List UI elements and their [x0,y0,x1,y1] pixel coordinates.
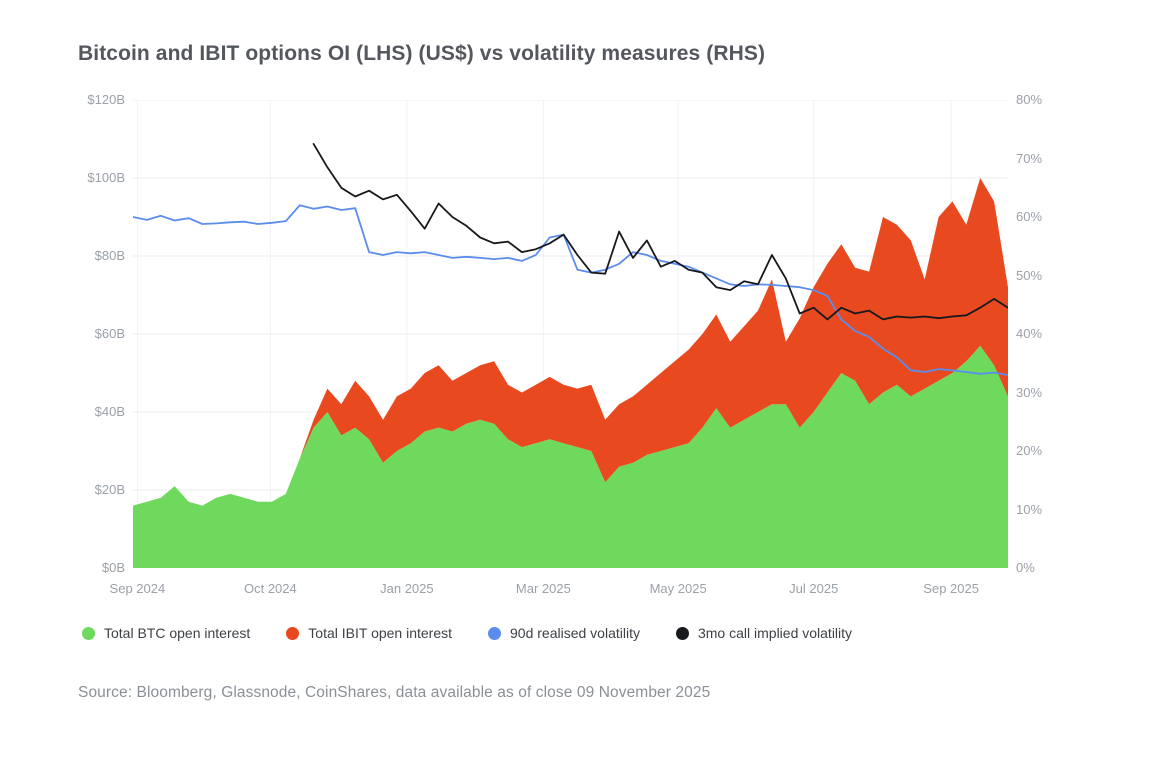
legend-dot-icon [286,626,300,640]
y-axis-right-tick-label: 70% [1016,150,1043,166]
y-axis-right-tick-label: 20% [1016,443,1043,458]
x-axis-tick-label: Jul 2025 [789,581,839,596]
y-axis-left-tick-label: $40B [94,404,125,419]
legend-dot-icon [488,626,502,640]
y-axis-right-tick-label: 0% [1016,560,1035,575]
y-axis-right-tick-label: 30% [1016,384,1043,400]
y-axis-right-tick-label: 10% [1016,501,1043,517]
x-axis-tick-label: Sep 2024 [109,581,166,596]
y-axis-right-tick-label: 40% [1016,326,1043,341]
x-axis-tick-label: Oct 2024 [243,581,297,596]
legend-item: 3mo call implied volatility [675,625,853,641]
plot-area [132,99,1009,569]
y-axis-right-tick-label: 60% [1016,209,1043,224]
realised-volatility-line [132,204,1009,376]
btc-open-interest-area [133,345,1008,568]
legend-item: Total BTC open interest [82,625,250,641]
y-axis-left-tick-label: $0B [101,560,125,575]
ibit-open-interest-area [299,178,1008,483]
chart-title: Bitcoin and IBIT options OI (LHS) (US$) … [78,42,766,65]
y-axis-left-tick-label: $120B [87,92,125,107]
chart-svg [132,99,1009,569]
x-axis-tick-label: Mar 2025 [515,581,571,596]
legend-label: 3mo call implied volatility [697,625,853,641]
y-axis-right-tick-label: 50% [1016,267,1043,283]
legend: Total BTC open interest Total IBIT open i… [82,625,852,641]
x-axis-tick-label: Sep 2025 [923,581,979,596]
y-axis-left-tick-label: $100B [87,170,125,185]
source-attribution: Source: Bloomberg, Glassnode, CoinShares… [78,684,711,701]
legend-label: Total BTC open interest [104,625,251,641]
legend-label: 90d realised volatility [510,625,640,641]
y-axis-left-tick-label: $60B [94,326,125,341]
legend-dot-icon [82,626,95,640]
legend-item: 90d realised volatility [488,625,640,641]
y-axis-right-tick-label: 80% [1016,92,1043,107]
x-axis-tick-label: Jan 2025 [380,581,434,596]
legend-item: Total IBIT open interest [286,625,452,641]
y-axis-left-tick-label: $80B [94,248,125,263]
x-axis-tick-label: May 2025 [649,581,707,596]
legend-label: Total IBIT open interest [308,625,453,641]
implied-volatility-line [312,143,1009,321]
y-axis-left-tick-label: $20B [94,482,125,497]
legend-dot-icon [675,626,689,640]
